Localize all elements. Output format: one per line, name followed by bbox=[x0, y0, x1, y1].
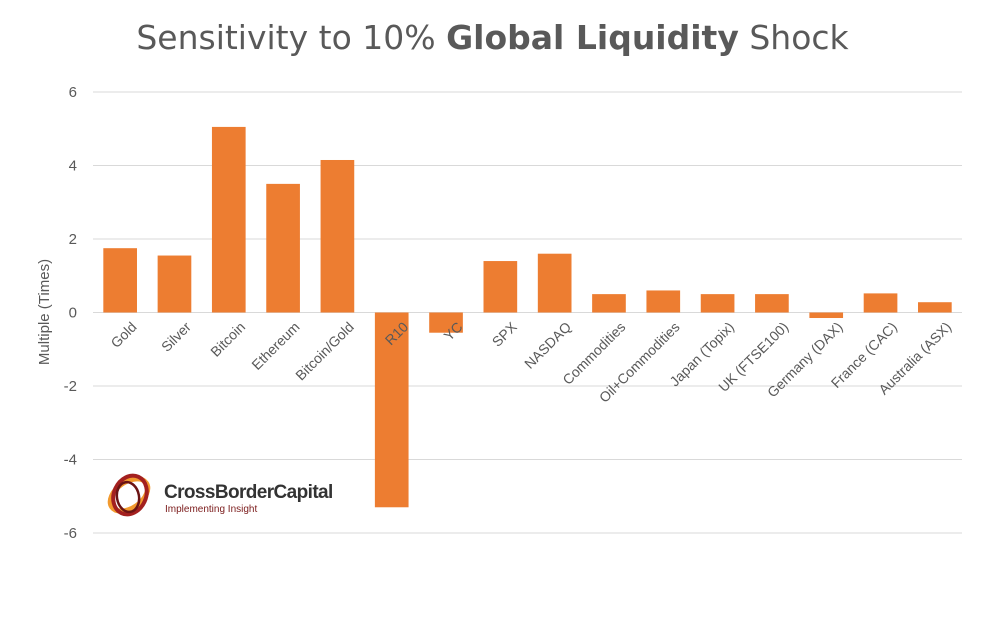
title-suffix: Shock bbox=[738, 18, 849, 57]
category-label: Gold bbox=[107, 319, 139, 351]
y-tick-label: -4 bbox=[64, 452, 77, 469]
bar bbox=[429, 312, 463, 333]
bar bbox=[157, 255, 192, 313]
bar bbox=[211, 126, 246, 313]
y-axis-ticks: 6 4 2 0 -2 -4 -6 bbox=[64, 84, 77, 542]
bar bbox=[646, 290, 681, 313]
bar bbox=[863, 293, 898, 313]
category-label: Bitcoin bbox=[207, 319, 248, 360]
bar bbox=[374, 312, 409, 508]
category-label: SPX bbox=[489, 318, 521, 350]
y-tick-label: -6 bbox=[64, 525, 77, 542]
y-tick-label: 0 bbox=[69, 305, 77, 322]
y-tick-label: 6 bbox=[69, 84, 77, 101]
logo-name: CrossBorderCapital bbox=[164, 482, 333, 503]
bar bbox=[537, 253, 572, 313]
bar bbox=[266, 183, 300, 313]
bar bbox=[320, 159, 355, 313]
category-label: Ethereum bbox=[248, 319, 302, 373]
y-axis-label: Multiple (Times) bbox=[36, 259, 53, 365]
y-tick-label: -2 bbox=[64, 378, 77, 395]
logo-tagline: Implementing Insight bbox=[165, 504, 258, 515]
bar bbox=[592, 294, 626, 313]
bar bbox=[483, 261, 518, 313]
bar bbox=[918, 302, 952, 313]
bar bbox=[809, 312, 844, 319]
bar bbox=[755, 294, 789, 313]
y-tick-label: 4 bbox=[69, 158, 77, 175]
bar bbox=[103, 248, 137, 313]
bar bbox=[700, 294, 735, 313]
bars bbox=[103, 126, 952, 508]
title-prefix: Sensitivity to 10% bbox=[136, 18, 447, 57]
title-emphasis: Global Liquidity bbox=[446, 18, 739, 57]
chart-title: Sensitivity to 10% Global Liquidity Shoc… bbox=[0, 18, 985, 57]
company-logo: CrossBorderCapital Implementing Insight bbox=[98, 462, 340, 528]
y-tick-label: 2 bbox=[69, 231, 77, 248]
logo-swirl-icon bbox=[107, 473, 151, 517]
category-label: NASDAQ bbox=[521, 319, 574, 372]
category-label: Bitcoin/Gold bbox=[292, 319, 357, 384]
category-label: Silver bbox=[158, 318, 194, 354]
